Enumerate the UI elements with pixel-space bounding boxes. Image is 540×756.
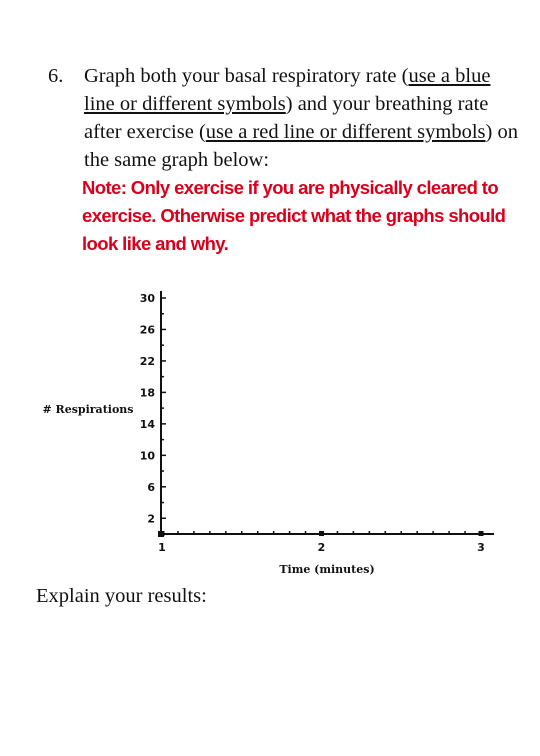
question-text-part-1: Graph both your basal respiratory rate ( [84,65,409,87]
y-tick-label: 14 [140,418,156,431]
x-tick-mark [159,531,165,536]
exercise-instruction: use a red line or different symbols [205,121,486,143]
y-tick-label: 2 [147,512,155,525]
x-axis-label: Time (minutes) [279,563,374,576]
x-tick-label: 1 [158,541,166,554]
question-text-part-2: ) and your breathing rate after exercise… [84,93,489,143]
x-tick-mark [478,531,484,536]
x-tick-label: 3 [477,541,485,554]
question-text-part-3: ) on the same graph below: [84,121,518,171]
y-tick-label: 10 [140,449,156,462]
question-block: 6. Graph both your basal respiratory rat… [48,62,518,258]
safety-note: Note: Only exercise if you are physicall… [82,177,506,254]
y-axis-label: # Respirations [43,403,134,416]
y-tick-label: 26 [140,323,156,336]
question-number: 6. [48,65,64,87]
graph-axes [158,291,494,537]
x-tick-label: 2 [318,541,326,554]
basal-instruction: use a blue line or different symbols [84,65,491,115]
x-tick-mark [319,531,324,536]
explain-prompt: Explain your results: [36,585,207,607]
y-tick-label: 18 [140,386,155,399]
y-tick-label: 6 [147,481,155,494]
question-text: Graph both your basal respiratory rate (… [82,62,518,258]
y-tick-label: 22 [140,355,155,368]
y-tick-label: 30 [140,292,156,305]
